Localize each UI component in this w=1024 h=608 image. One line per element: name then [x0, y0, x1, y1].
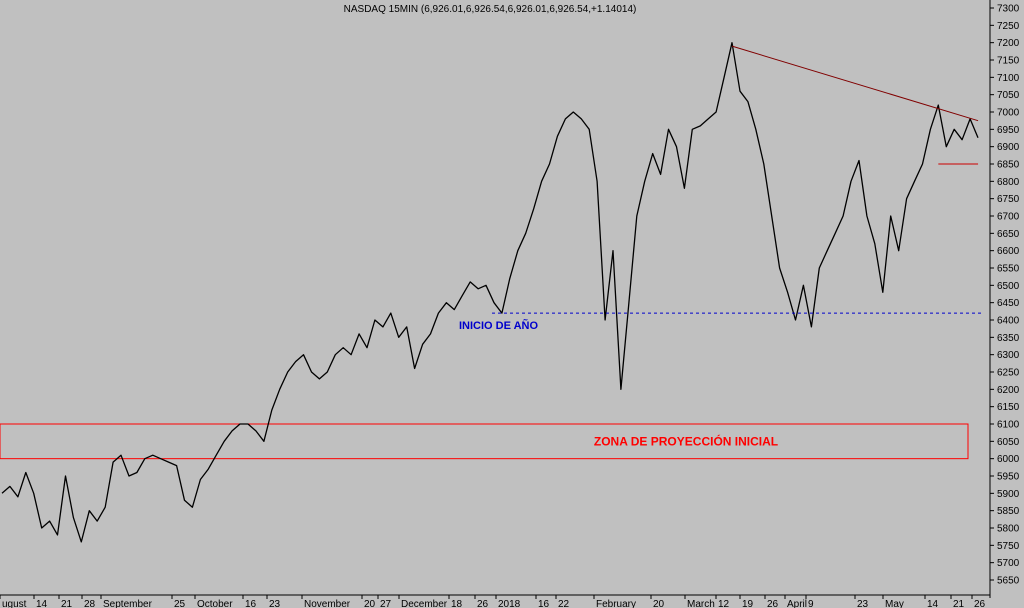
y-tick-label: 6450	[997, 298, 1020, 309]
y-tick-label: 6950	[997, 125, 1020, 136]
y-tick-label: 6050	[997, 437, 1020, 448]
price-line	[1, 42, 979, 543]
x-tick-label: 20	[364, 599, 376, 608]
y-tick-label: 5800	[997, 524, 1020, 535]
x-tick-label: 22	[558, 599, 570, 608]
y-tick-label: 6300	[997, 350, 1020, 361]
y-tick-label: 5850	[997, 506, 1020, 517]
y-tick-label: 5650	[997, 576, 1020, 587]
zones	[0, 423, 969, 460]
x-tick-label: 25	[174, 599, 186, 608]
y-tick-label: 6750	[997, 194, 1020, 205]
y-tick-label: 5900	[997, 489, 1020, 500]
x-tick-label: November	[304, 599, 351, 608]
x-tick-label: 18	[451, 599, 463, 608]
trend-lines	[731, 45, 979, 165]
x-tick-label: March	[687, 599, 715, 608]
year-start-label: INICIO DE AÑO	[459, 319, 538, 332]
x-tick-label: September	[103, 599, 153, 608]
y-tick-label: 6200	[997, 385, 1020, 396]
y-tick-label: 5750	[997, 541, 1020, 552]
y-tick-label: 6600	[997, 246, 1020, 257]
y-tick-label: 6250	[997, 368, 1020, 379]
x-tick-label: 26	[477, 599, 489, 608]
y-tick-label: 6850	[997, 160, 1020, 171]
x-tick-label: December	[401, 599, 448, 608]
y-tick-label: 6550	[997, 264, 1020, 275]
y-tick-label: 6350	[997, 333, 1020, 344]
x-tick-label: April	[787, 599, 807, 608]
x-tick-label: February	[596, 599, 636, 608]
x-tick-label: 9	[808, 599, 814, 608]
y-axis: 5650 5700 5750 5800 5850 5900 5950 6000 6050 6100…	[989, 0, 1020, 598]
x-tick-label: 26	[767, 599, 779, 608]
y-tick-label: 6650	[997, 229, 1020, 240]
y-tick-label: 7300	[997, 4, 1020, 15]
x-tick-label: 2018	[498, 599, 521, 608]
x-axis: ugust 14 21 28 September 25 October 16 23 Novembe…	[0, 594, 990, 608]
y-tick-label: 7200	[997, 38, 1020, 49]
y-tick-label: 7100	[997, 73, 1020, 84]
x-tick-label: 21	[61, 599, 73, 608]
x-tick-label: 27	[380, 599, 392, 608]
x-tick-label: 20	[653, 599, 665, 608]
x-tick-label: October	[197, 599, 233, 608]
y-tick-label: 6100	[997, 420, 1020, 431]
y-tick-label: 6500	[997, 281, 1020, 292]
annotations: ZONA DE PROYECCIÓN INICIAL INICIO DE AÑO	[459, 312, 982, 448]
projection-zone	[0, 423, 969, 460]
x-tick-label: 21	[953, 599, 965, 608]
price-series	[1, 42, 979, 543]
y-tick-label: 7250	[997, 21, 1020, 32]
y-tick-label: 5950	[997, 472, 1020, 483]
y-tick-label: 7050	[997, 90, 1020, 101]
x-tick-label: 23	[269, 599, 281, 608]
x-tick-label: 12	[718, 599, 730, 608]
y-tick-label: 6700	[997, 212, 1020, 223]
y-tick-label: 6150	[997, 402, 1020, 413]
x-tick-label: 16	[538, 599, 550, 608]
y-tick-label: 6800	[997, 177, 1020, 188]
projection-zone-label: ZONA DE PROYECCIÓN INICIAL	[594, 433, 778, 448]
y-tick-label: 6000	[997, 454, 1020, 465]
x-tick-label: 28	[84, 599, 96, 608]
x-tick-label: 19	[742, 599, 754, 608]
y-tick-label: 5700	[997, 558, 1020, 569]
x-tick-label: ugust	[2, 599, 27, 608]
x-tick-label: May	[885, 599, 904, 608]
y-tick-label: 7150	[997, 56, 1020, 67]
x-tick-label: 26	[974, 599, 986, 608]
y-tick-label: 6900	[997, 142, 1020, 153]
chart-title: NASDAQ 15MIN (6,926.01,6,926.54,6,926.01…	[344, 4, 637, 15]
x-tick-label: 23	[857, 599, 869, 608]
x-tick-label: 16	[245, 599, 257, 608]
trend-line	[731, 45, 979, 122]
x-tick-label: 14	[927, 599, 939, 608]
y-tick-label: 6400	[997, 316, 1020, 327]
y-tick-label: 7000	[997, 108, 1020, 119]
x-tick-label: 14	[36, 599, 48, 608]
